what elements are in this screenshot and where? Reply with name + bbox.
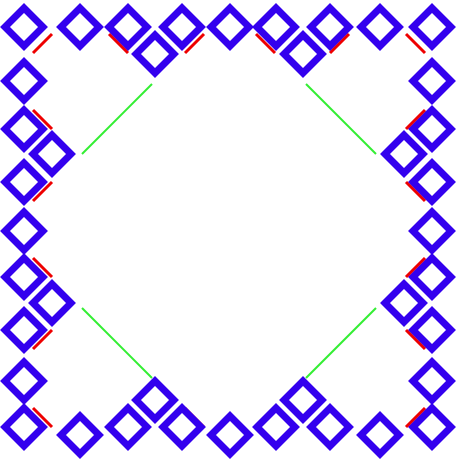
blue-square — [279, 30, 327, 78]
blue-square — [104, 3, 152, 51]
blue-square — [0, 3, 48, 51]
red-diagonal — [31, 108, 54, 131]
red-diagonal — [107, 32, 130, 55]
blue-square — [408, 253, 456, 301]
blue-square — [0, 306, 48, 354]
blue-squares — [0, 3, 456, 459]
blue-square — [408, 306, 456, 354]
green-diagonal — [81, 307, 153, 379]
blue-square — [158, 403, 206, 451]
blue-square — [408, 357, 456, 405]
blue-square — [206, 411, 254, 459]
red-diagonal — [31, 180, 54, 203]
blue-square — [56, 411, 104, 459]
green-diagonal — [305, 307, 377, 379]
blue-square — [131, 376, 179, 424]
blue-square — [0, 57, 48, 105]
red-diagonal — [404, 180, 427, 203]
blue-square — [408, 158, 456, 206]
red-diagonal — [183, 32, 206, 55]
blue-square — [0, 357, 48, 405]
red-diagonal — [254, 32, 277, 55]
red-diagonal — [328, 32, 351, 55]
red-diagonal — [31, 406, 54, 429]
blue-square — [0, 253, 48, 301]
green-diagonal — [81, 83, 153, 155]
blue-square — [0, 105, 48, 153]
blue-square — [206, 3, 254, 51]
red-diagonal — [404, 406, 427, 429]
blue-square — [356, 411, 404, 459]
blue-square — [306, 3, 354, 51]
blue-square — [408, 207, 456, 255]
blue-square — [408, 105, 456, 153]
blue-square — [28, 279, 76, 327]
red-diagonal — [31, 328, 54, 351]
red-diagonal — [404, 256, 427, 279]
blue-square — [252, 403, 300, 451]
red-diagonal — [31, 32, 54, 55]
blue-square — [408, 3, 456, 51]
blue-square — [380, 130, 428, 178]
green-diagonal — [305, 83, 377, 155]
blue-square — [28, 130, 76, 178]
blue-square — [380, 279, 428, 327]
blue-square — [158, 3, 206, 51]
red-diagonal — [31, 256, 54, 279]
blue-square — [408, 57, 456, 105]
blue-square — [0, 158, 48, 206]
blue-square — [56, 3, 104, 51]
green-diagonals — [81, 83, 377, 379]
blue-square — [104, 403, 152, 451]
red-diagonal — [404, 328, 427, 351]
blue-square — [306, 403, 354, 451]
red-diagonal — [404, 108, 427, 131]
blue-square — [279, 376, 327, 424]
red-diagonal — [404, 32, 427, 55]
blue-square — [252, 3, 300, 51]
blue-square — [0, 207, 48, 255]
blue-square — [131, 30, 179, 78]
blue-square — [0, 403, 48, 451]
blue-square — [408, 403, 456, 451]
blue-square — [356, 3, 404, 51]
